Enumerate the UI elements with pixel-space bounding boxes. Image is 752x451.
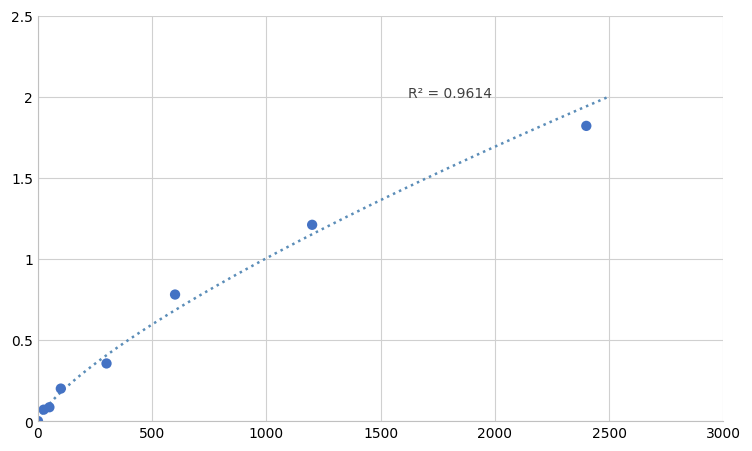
Point <box>32 418 44 425</box>
Point <box>169 291 181 299</box>
Point <box>38 406 50 414</box>
Point <box>44 404 56 411</box>
Point <box>55 385 67 392</box>
Point <box>306 222 318 229</box>
Text: R² = 0.9614: R² = 0.9614 <box>408 87 492 101</box>
Point <box>101 360 113 367</box>
Point <box>581 123 593 130</box>
